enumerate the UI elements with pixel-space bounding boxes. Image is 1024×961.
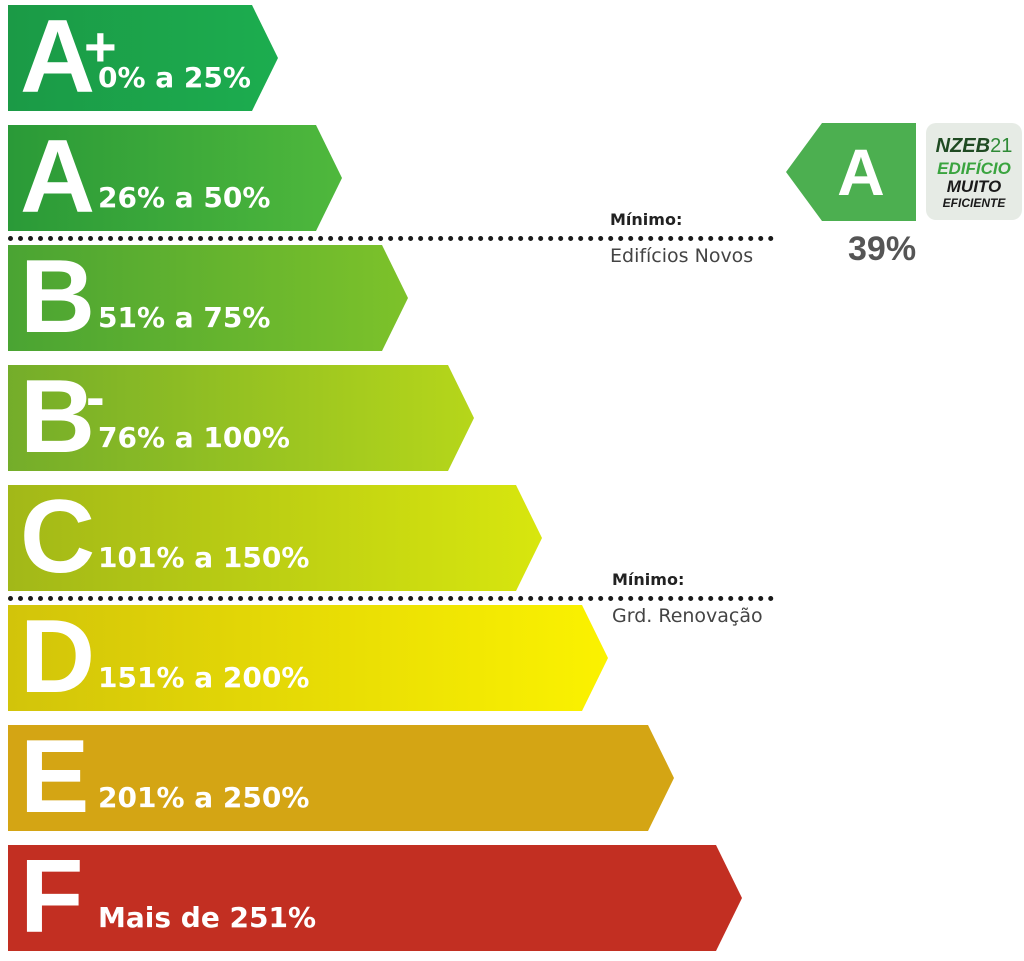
minimum-renovation-label: Mínimo: <box>612 570 685 589</box>
class-arrow-fill <box>8 125 342 231</box>
energy-class-b: B 51% a 75% <box>8 239 408 355</box>
bar-c-shape <box>8 485 542 591</box>
class-letter: E <box>20 719 90 835</box>
class-letter: F <box>20 839 84 955</box>
energy-class-e: E 201% a 250% <box>8 719 674 835</box>
class-arrow-fill <box>8 5 278 111</box>
energy-class-b-minus: B - 76% a 100% <box>8 359 474 475</box>
class-range: Mais de 251% <box>98 901 317 934</box>
result-percent: 39% <box>848 230 917 268</box>
nzeb-badge-title-text: NZEB <box>935 135 991 157</box>
minimum-renovation-line <box>8 596 774 601</box>
bar-a-plus-shape <box>8 5 278 111</box>
class-range: 0% a 25% <box>98 61 251 94</box>
energy-class-f: F Mais de 251% <box>8 839 742 955</box>
class-range: 201% a 250% <box>98 781 310 814</box>
class-arrow-fill <box>8 725 674 831</box>
class-arrow-fill <box>8 485 542 591</box>
energy-class-d: D 151% a 200% <box>8 599 608 715</box>
energy-class-c: C 101% a 150% <box>8 479 542 595</box>
bar-d-shape <box>8 605 608 711</box>
minimum-new-buildings-line <box>8 236 774 241</box>
class-letter: B <box>20 359 96 475</box>
class-letter: A <box>20 0 96 115</box>
bar-a-shape <box>8 125 342 231</box>
class-arrow-fill <box>8 845 742 951</box>
class-letter: A <box>20 119 96 235</box>
class-range: 151% a 200% <box>98 661 310 694</box>
result-arrow-shape <box>786 123 916 221</box>
class-modifier: - <box>86 365 105 428</box>
class-letter: D <box>20 599 96 715</box>
nzeb-badge: NZEB21 EDIFÍCIO MUITO EFICIENTE <box>926 123 1022 220</box>
class-range: 26% a 50% <box>98 181 271 214</box>
class-arrow-fill <box>8 245 408 351</box>
nzeb-badge-line2: EDIFÍCIO <box>937 159 1011 178</box>
class-letter: B <box>20 239 96 355</box>
bar-b-shape <box>8 245 408 351</box>
class-letter: C <box>20 479 96 595</box>
class-range: 101% a 150% <box>98 541 310 574</box>
nzeb-badge-title-number: 21 <box>990 135 1013 157</box>
minimum-renovation-sub: Grd. Renovação <box>612 605 763 627</box>
nzeb-badge-title: NZEB21 <box>926 135 1022 157</box>
minimum-new-buildings-sub: Edifícios Novos <box>610 245 754 267</box>
class-arrow-fill <box>8 365 474 471</box>
result-class-letter: A <box>837 135 885 209</box>
result-arrow <box>786 123 916 221</box>
class-range: 51% a 75% <box>98 301 271 334</box>
energy-class-a: A 26% a 50% <box>8 119 342 235</box>
class-modifier: + <box>84 15 117 78</box>
nzeb-badge-line3: MUITO <box>946 177 1002 196</box>
bar-b-minus-shape <box>8 365 474 471</box>
class-range: 76% a 100% <box>98 421 290 454</box>
bar-f-shape <box>8 845 742 951</box>
class-arrow-fill <box>8 605 608 711</box>
energy-class-a-plus: A + 0% a 25% <box>8 0 278 115</box>
nzeb-badge-line4: EFICIENTE <box>942 196 1006 210</box>
bar-e-shape <box>8 725 674 831</box>
minimum-new-buildings-label: Mínimo: <box>610 210 683 229</box>
